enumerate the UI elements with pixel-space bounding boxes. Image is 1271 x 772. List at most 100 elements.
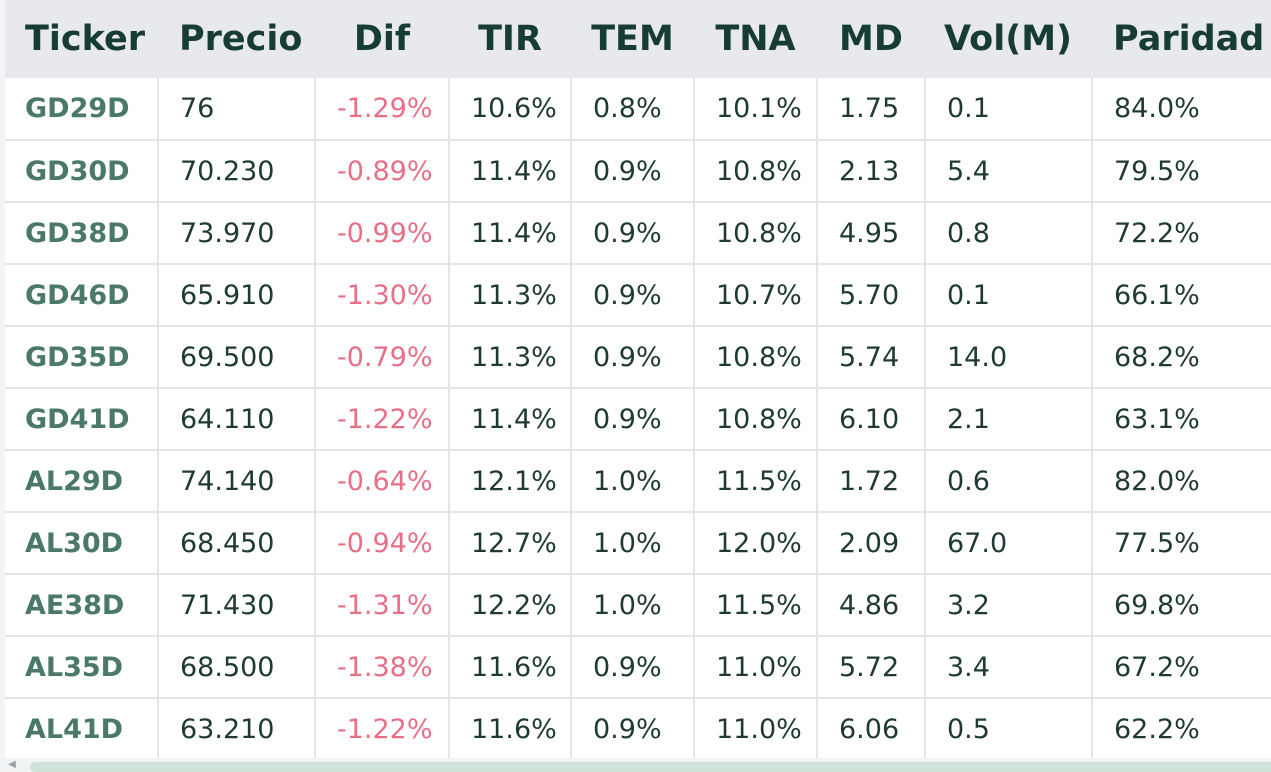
- cell-vol: 0.5: [924, 697, 1093, 761]
- cell-precio: 73.970: [157, 201, 316, 265]
- cell-md: 4.95: [816, 201, 926, 265]
- cell-tna: 10.8%: [693, 139, 818, 203]
- column-header-tir[interactable]: TIR: [449, 0, 571, 78]
- scrollbar-thumb[interactable]: [30, 762, 1271, 772]
- cell-dif: -1.31%: [314, 573, 450, 637]
- cell-dif: -0.99%: [314, 201, 450, 265]
- cell-precio: 71.430: [157, 573, 316, 637]
- cell-tir: 11.6%: [448, 635, 572, 699]
- cell-ticker[interactable]: AL30D: [5, 511, 159, 575]
- cell-paridad: 67.2%: [1091, 635, 1271, 699]
- table-header-row: Ticker Precio Dif TIR TEM TNA MD Vol(M) …: [5, 0, 1271, 78]
- cell-ticker[interactable]: AL41D: [5, 697, 159, 761]
- chevron-left-icon[interactable]: ◀: [8, 759, 16, 770]
- table-row[interactable]: AL29D 74.140 -0.64% 12.1% 1.0% 11.5% 1.72 0.6 82…: [5, 449, 1271, 513]
- cell-tna: 10.8%: [693, 201, 818, 265]
- cell-tir: 11.3%: [448, 325, 572, 389]
- cell-tir: 12.7%: [448, 511, 572, 575]
- cell-paridad: 69.8%: [1091, 573, 1271, 637]
- cell-dif: -0.79%: [314, 325, 450, 389]
- column-header-dif[interactable]: Dif: [315, 0, 449, 78]
- cell-md: 1.75: [816, 78, 926, 141]
- cell-precio: 68.500: [157, 635, 316, 699]
- table-row[interactable]: GD41D 64.110 -1.22% 11.4% 0.9% 10.8% 6.10 2.1 63…: [5, 387, 1271, 451]
- left-edge: [0, 0, 5, 772]
- cell-tna: 11.0%: [693, 635, 818, 699]
- cell-tna: 11.5%: [693, 573, 818, 637]
- column-header-paridad[interactable]: Paridad: [1092, 0, 1271, 78]
- table-row[interactable]: GD30D 70.230 -0.89% 11.4% 0.9% 10.8% 2.13 5.4 79…: [5, 139, 1271, 203]
- cell-md: 1.72: [816, 449, 926, 513]
- table-row[interactable]: AE38D 71.430 -1.31% 12.2% 1.0% 11.5% 4.86 3.2 69…: [5, 573, 1271, 637]
- cell-vol: 0.1: [924, 263, 1093, 327]
- table-row[interactable]: AL41D 63.210 -1.22% 11.6% 0.9% 11.0% 6.06 0.5 62…: [5, 697, 1271, 761]
- cell-precio: 70.230: [157, 139, 316, 203]
- cell-vol: 3.2: [924, 573, 1093, 637]
- cell-precio: 64.110: [157, 387, 316, 451]
- cell-ticker[interactable]: GD46D: [5, 263, 159, 327]
- cell-tem: 0.9%: [570, 139, 695, 203]
- cell-tir: 10.6%: [448, 78, 572, 141]
- column-header-tem[interactable]: TEM: [571, 0, 694, 78]
- cell-md: 4.86: [816, 573, 926, 637]
- cell-ticker[interactable]: GD35D: [5, 325, 159, 389]
- cell-tem: 1.0%: [570, 449, 695, 513]
- cell-md: 2.13: [816, 139, 926, 203]
- cell-tem: 0.9%: [570, 635, 695, 699]
- cell-md: 6.06: [816, 697, 926, 761]
- cell-tir: 11.6%: [448, 697, 572, 761]
- cell-paridad: 84.0%: [1091, 78, 1271, 141]
- cell-precio: 68.450: [157, 511, 316, 575]
- cell-tna: 11.5%: [693, 449, 818, 513]
- table-row[interactable]: GD38D 73.970 -0.99% 11.4% 0.9% 10.8% 4.95 0.8 72…: [5, 201, 1271, 265]
- horizontal-scrollbar[interactable]: ◀: [0, 758, 1271, 772]
- column-header-tna[interactable]: TNA: [694, 0, 817, 78]
- cell-paridad: 77.5%: [1091, 511, 1271, 575]
- table-row[interactable]: GD46D 65.910 -1.30% 11.3% 0.9% 10.7% 5.70 0.1 66…: [5, 263, 1271, 327]
- cell-dif: -0.89%: [314, 139, 450, 203]
- cell-md: 5.74: [816, 325, 926, 389]
- cell-ticker[interactable]: GD38D: [5, 201, 159, 265]
- cell-vol: 5.4: [924, 139, 1093, 203]
- cell-ticker[interactable]: AE38D: [5, 573, 159, 637]
- column-header-md[interactable]: MD: [817, 0, 925, 78]
- table-row[interactable]: GD35D 69.500 -0.79% 11.3% 0.9% 10.8% 5.74 14.0 6…: [5, 325, 1271, 389]
- cell-dif: -1.22%: [314, 697, 450, 761]
- cell-tem: 0.9%: [570, 201, 695, 265]
- cell-tna: 10.7%: [693, 263, 818, 327]
- cell-paridad: 66.1%: [1091, 263, 1271, 327]
- cell-md: 6.10: [816, 387, 926, 451]
- cell-tem: 1.0%: [570, 573, 695, 637]
- cell-precio: 76: [157, 78, 316, 141]
- cell-precio: 69.500: [157, 325, 316, 389]
- table-row[interactable]: GD29D 76 -1.29% 10.6% 0.8% 10.1% 1.75 0.1 84.0%: [5, 78, 1271, 141]
- cell-tir: 12.2%: [448, 573, 572, 637]
- cell-ticker[interactable]: AL35D: [5, 635, 159, 699]
- cell-paridad: 72.2%: [1091, 201, 1271, 265]
- cell-md: 2.09: [816, 511, 926, 575]
- column-header-vol[interactable]: Vol(M): [925, 0, 1092, 78]
- cell-tna: 12.0%: [693, 511, 818, 575]
- table-row[interactable]: AL35D 68.500 -1.38% 11.6% 0.9% 11.0% 5.72 3.4 67…: [5, 635, 1271, 699]
- table-row[interactable]: AL30D 68.450 -0.94% 12.7% 1.0% 12.0% 2.09 67.0 7…: [5, 511, 1271, 575]
- cell-vol: 0.8: [924, 201, 1093, 265]
- cell-ticker[interactable]: AL29D: [5, 449, 159, 513]
- cell-tna: 10.1%: [693, 78, 818, 141]
- cell-tem: 1.0%: [570, 511, 695, 575]
- column-header-precio[interactable]: Precio: [158, 0, 315, 78]
- cell-ticker[interactable]: GD29D: [5, 78, 159, 141]
- cell-ticker[interactable]: GD30D: [5, 139, 159, 203]
- cell-tem: 0.8%: [570, 78, 695, 141]
- cell-precio: 63.210: [157, 697, 316, 761]
- cell-tna: 11.0%: [693, 697, 818, 761]
- cell-paridad: 79.5%: [1091, 139, 1271, 203]
- column-header-ticker[interactable]: Ticker: [5, 0, 158, 78]
- cell-ticker[interactable]: GD41D: [5, 387, 159, 451]
- cell-tem: 0.9%: [570, 387, 695, 451]
- cell-tir: 11.3%: [448, 263, 572, 327]
- cell-dif: -0.64%: [314, 449, 450, 513]
- cell-vol: 3.4: [924, 635, 1093, 699]
- cell-tir: 11.4%: [448, 139, 572, 203]
- bonds-table: Ticker Precio Dif TIR TEM TNA MD Vol(M) …: [5, 0, 1271, 761]
